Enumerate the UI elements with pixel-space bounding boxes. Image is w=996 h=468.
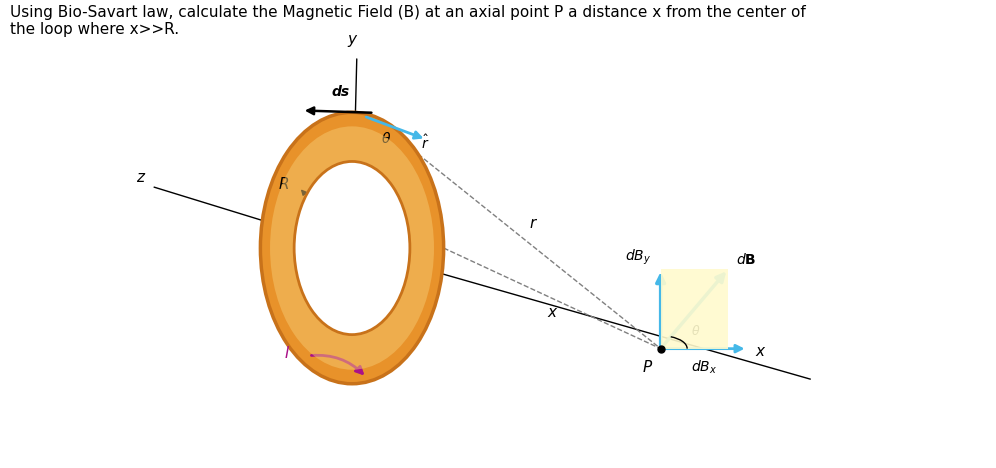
Text: $\theta$: $\theta$ (691, 324, 701, 338)
Text: x: x (755, 344, 764, 358)
Text: $d\mathbf{B}$: $d\mathbf{B}$ (736, 252, 756, 267)
Text: O: O (376, 260, 388, 275)
Text: $\theta$: $\theta$ (380, 131, 391, 146)
Ellipse shape (270, 126, 434, 370)
Text: R: R (279, 177, 289, 192)
Text: y: y (348, 32, 357, 47)
Text: x: x (548, 305, 557, 320)
Text: $\hat{r}$: $\hat{r}$ (421, 134, 430, 152)
Polygon shape (660, 269, 728, 349)
Text: I: I (285, 346, 289, 361)
Ellipse shape (260, 112, 443, 384)
Text: ds: ds (332, 85, 350, 99)
Ellipse shape (294, 161, 410, 335)
Text: z: z (135, 170, 143, 185)
Text: $dB_y$: $dB_y$ (624, 248, 651, 267)
Text: $dB_x$: $dB_x$ (691, 359, 717, 376)
Text: P: P (642, 360, 651, 375)
Text: r: r (530, 216, 536, 231)
Text: Using Bio-Savart law, calculate the Magnetic Field (B) at an axial point P a dis: Using Bio-Savart law, calculate the Magn… (10, 5, 806, 37)
